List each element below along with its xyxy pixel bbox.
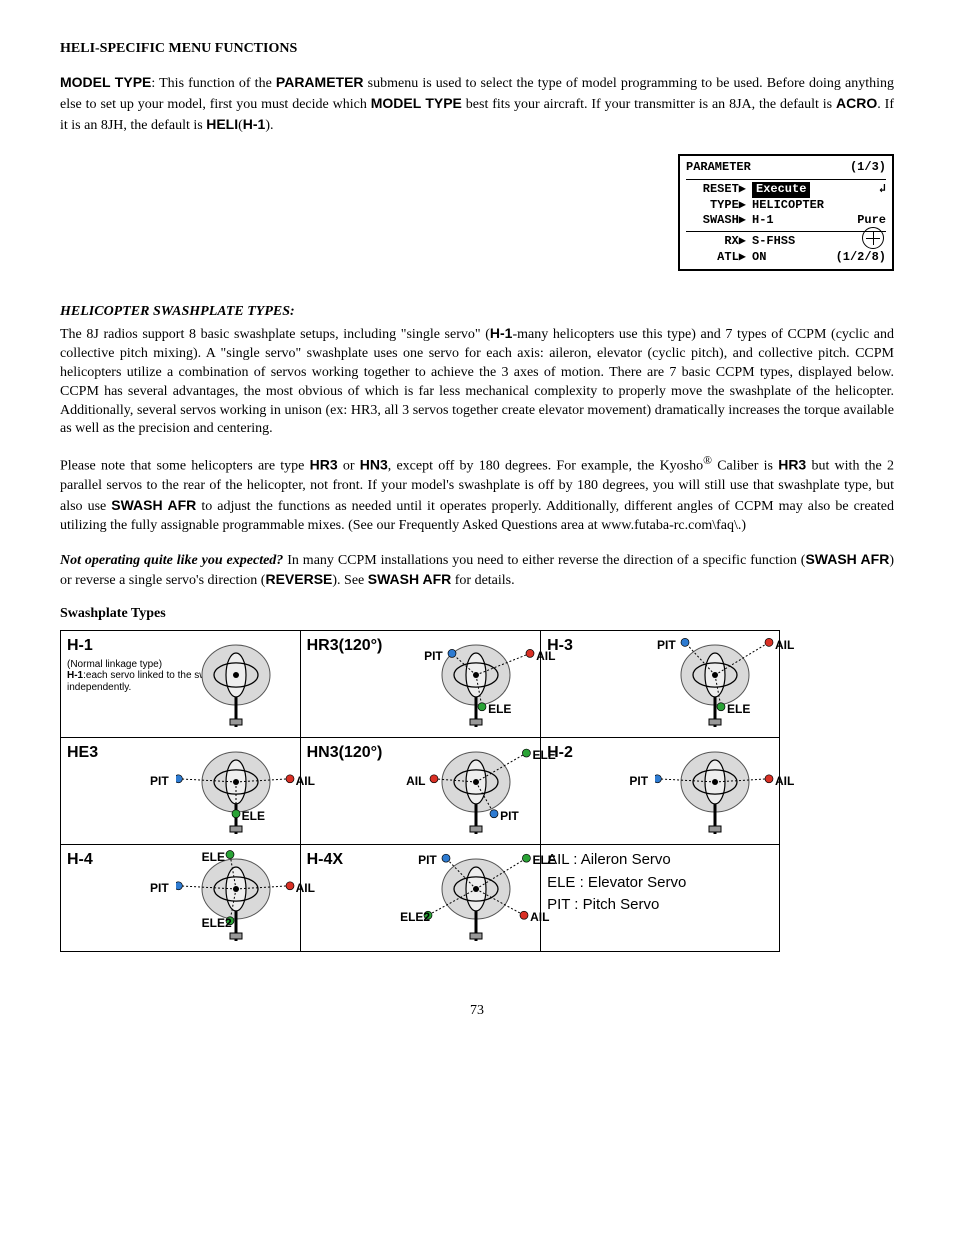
swash-cell: HR3(120°) PITAILELE (300, 631, 540, 738)
swashplate-table: H-1(Normal linkage type)H-1:each servo l… (60, 630, 780, 952)
swash-cell: AIL : Aileron ServoELE : Elevator ServoP… (541, 845, 780, 952)
swash-para2: Please note that some helicopters are ty… (60, 453, 894, 535)
crosshair-icon (862, 227, 884, 249)
swash-cell: HE3 PITAILELE (61, 738, 301, 845)
lcd-screenshot: PARAMETER (1/3) RESET▶Execute↲TYPE▶HELIC… (678, 154, 894, 272)
swash-types-heading: Swashplate Types (60, 605, 894, 624)
swash-para3: Not operating quite like you expected? I… (60, 550, 894, 592)
intro-paragraph: MODEL TYPE: This function of the PARAMET… (60, 73, 894, 136)
swash-cell: H-1(Normal linkage type)H-1:each servo l… (61, 631, 301, 738)
model-type-label: MODEL TYPE (60, 74, 151, 90)
swash-para1: The 8J radios support 8 basic swashplate… (60, 324, 894, 439)
lcd-title: PARAMETER (686, 160, 751, 176)
swash-heading: HELICOPTER SWASHPLATE TYPES: (60, 303, 894, 322)
heading: HELI-SPECIFIC MENU FUNCTIONS (60, 40, 894, 59)
swash-cell: H-3 PITAILELE (541, 631, 780, 738)
swash-cell: H-4 ELEPITAILELE2 (61, 845, 301, 952)
lcd-page: (1/3) (850, 160, 886, 176)
swash-cell: HN3(120°) ELEAILPIT (300, 738, 540, 845)
swash-cell: H-2 PITAIL (541, 738, 780, 845)
page-number: 73 (60, 1002, 894, 1021)
swash-cell: H-4X PITELEELE2AIL (300, 845, 540, 952)
